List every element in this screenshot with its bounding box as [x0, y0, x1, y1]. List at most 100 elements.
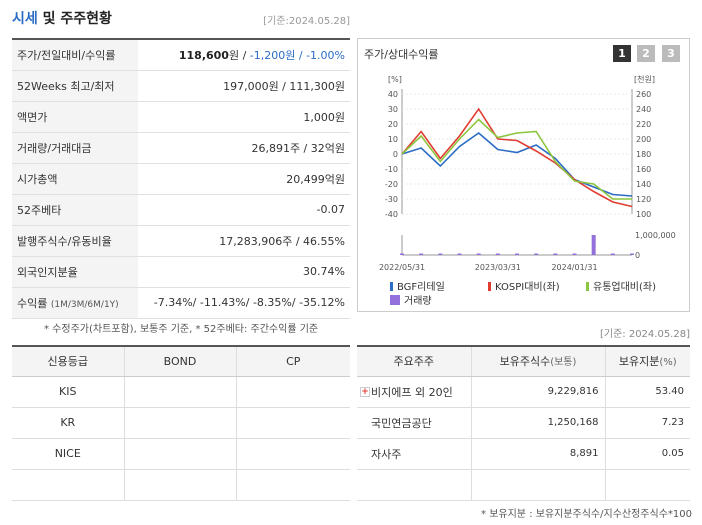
holder-shares: 1,250,168 — [471, 407, 606, 439]
price-value: 118,600 — [178, 48, 229, 62]
left-tick-label: 0 — [393, 150, 398, 159]
left-tick-label: -20 — [385, 180, 398, 189]
left-tick-label: 40 — [388, 90, 398, 99]
stat-value: 118,600원 / -1,200원 / -1.00% — [138, 39, 350, 71]
right-tick-label: 120 — [636, 195, 651, 204]
volume-bar — [534, 253, 539, 255]
stat-row: 외국인지분율 30.74% — [12, 256, 350, 288]
volume-bar — [572, 253, 577, 255]
shareholders-table: 주요주주 보유주식수(보통) 보유지분(%) + 비지에프 외 20인 9,229… — [357, 345, 690, 501]
right-tick-label: 200 — [636, 135, 651, 144]
credit-row: KR — [12, 407, 350, 439]
holders-header-pct: 보유지분(%) — [605, 346, 690, 377]
credit-agency: NICE — [12, 438, 125, 470]
left-tick-label: 10 — [388, 135, 398, 144]
holders-header-pct-unit: (%) — [659, 357, 677, 369]
credit-header: CP — [236, 346, 350, 377]
left-tick-label: -30 — [385, 195, 398, 204]
stat-value: 30.74% — [138, 256, 350, 288]
stat-value: -0.07 — [138, 194, 350, 226]
stat-row: 액면가 1,000원 — [12, 101, 350, 133]
stat-value: 1,000원 — [138, 101, 350, 133]
holder-shares: 8,891 — [471, 438, 606, 470]
credit-rating-table: 신용등급 BOND CP KIS KR NICE — [12, 345, 350, 501]
stat-row: 52주베타 -0.07 — [12, 194, 350, 226]
holders-header-shares: 보유주식수(보통) — [471, 346, 606, 377]
return-label: 수익률 — [17, 296, 48, 310]
credit-agency: KIS — [12, 376, 125, 408]
stat-value: 26,891주 / 32억원 — [138, 132, 350, 164]
price-change: -1,200원 / -1.00% — [249, 48, 345, 62]
volume-bar — [438, 253, 443, 255]
volume-tick-label: 1,000,000 — [635, 231, 676, 240]
left-tick-label: 20 — [388, 120, 398, 129]
legend-swatch — [390, 295, 400, 305]
return-values: -7.34%/ -11.43%/ -8.35%/ -35.12% — [138, 287, 350, 319]
credit-cp — [236, 438, 350, 470]
legend-swatch — [488, 282, 491, 291]
left-tick-label: 30 — [388, 105, 398, 114]
legend-label: 유통업대비(좌) — [593, 280, 656, 293]
chart-page-1-button[interactable]: 1 — [613, 45, 631, 62]
legend-swatch — [390, 282, 393, 291]
expand-icon[interactable]: + — [360, 386, 370, 397]
credit-bond — [124, 438, 237, 470]
credit-cp — [236, 376, 350, 408]
stat-label: 거래량/거래대금 — [12, 132, 138, 164]
holder-pct: 7.23 — [605, 407, 690, 439]
stat-row: 주가/전일대비/수익률 118,600원 / -1,200원 / -1.00% — [12, 39, 350, 71]
chart-page-2-button[interactable]: 2 — [637, 45, 655, 62]
series-line — [401, 131, 633, 197]
volume-bar — [630, 253, 634, 255]
volume-bar — [419, 253, 424, 255]
stat-label: 외국인지분율 — [12, 256, 138, 288]
left-tick-label: -40 — [385, 210, 398, 219]
return-period-label: (1M/3M/6M/1Y) — [50, 299, 119, 310]
stat-row: 시가총액 20,499억원 — [12, 163, 350, 195]
credit-agency: KR — [12, 407, 125, 439]
right-tick-label: 100 — [636, 210, 651, 219]
holder-row: 자사주 8,891 0.05 — [357, 438, 690, 470]
empty-cell — [357, 469, 472, 501]
credit-header: BOND — [124, 346, 237, 377]
stat-label: 수익률 (1M/3M/6M/1Y) — [12, 287, 138, 319]
stat-row: 발행주식수/유동비율 17,283,906주 / 46.55% — [12, 225, 350, 257]
holders-header-shares-label: 보유주식수 — [499, 355, 551, 369]
credit-row — [12, 469, 350, 501]
right-tick-label: 260 — [636, 90, 651, 99]
stat-label: 시가총액 — [12, 163, 138, 195]
holder-name-cell: + 비지에프 외 20인 — [357, 376, 472, 408]
holders-header-row: 주요주주 보유주식수(보통) 보유지분(%) — [357, 346, 690, 377]
stat-value: 17,283,906주 / 46.55% — [138, 225, 350, 257]
credit-bond — [124, 407, 237, 439]
right-tick-label: 220 — [636, 120, 651, 129]
empty-cell — [605, 469, 690, 501]
holder-name: 자사주 — [357, 438, 472, 470]
legend-swatch — [586, 282, 589, 291]
holder-row: 국민연금공단 1,250,168 7.23 — [357, 407, 690, 439]
series-line — [401, 118, 632, 200]
chart-page-3-button[interactable]: 3 — [662, 45, 680, 62]
stats-footnote: * 수정주가(차트포함), 보통주 기준, * 52주베타: 주간수익률 기준 — [44, 324, 319, 335]
chart-panel: 주가/상대수익률 1 2 3 [%] [천원] 40 30 20 10 0 -10 -20 -30… — [357, 38, 690, 312]
credit-bond — [124, 469, 237, 501]
stock-chart: [%] [천원]403020100-10-20-30-40260240220200… — [379, 74, 676, 307]
stat-label: 52Weeks 최고/최저 — [12, 70, 138, 102]
volume-bar — [476, 253, 481, 255]
holders-reference-date: [기준: 2024.05.28] — [599, 329, 690, 340]
stat-value: 20,499억원 — [138, 163, 350, 195]
holders-footnote: * 보유지분 : 보유지분주식수/지수산정주식수*100 — [481, 509, 692, 520]
holders-header-pct-label: 보유지분 — [618, 355, 660, 369]
holder-row: + 비지에프 외 20인 9,229,816 53.40 — [357, 376, 690, 408]
stat-label: 액면가 — [12, 101, 138, 133]
credit-row: NICE — [12, 438, 350, 470]
stat-row: 수익률 (1M/3M/6M/1Y) -7.34%/ -11.43%/ -8.35… — [12, 287, 350, 319]
credit-bond — [124, 376, 237, 408]
volume-bar — [515, 253, 519, 255]
stat-label: 발행주식수/유동비율 — [12, 225, 138, 257]
credit-cp — [236, 469, 350, 501]
right-axis-unit: [천원] — [634, 74, 655, 84]
x-tick-label: 2023/03/31 — [475, 263, 521, 272]
volume-bar — [553, 253, 558, 255]
legend-label: KOSPI대비(좌) — [495, 281, 560, 293]
